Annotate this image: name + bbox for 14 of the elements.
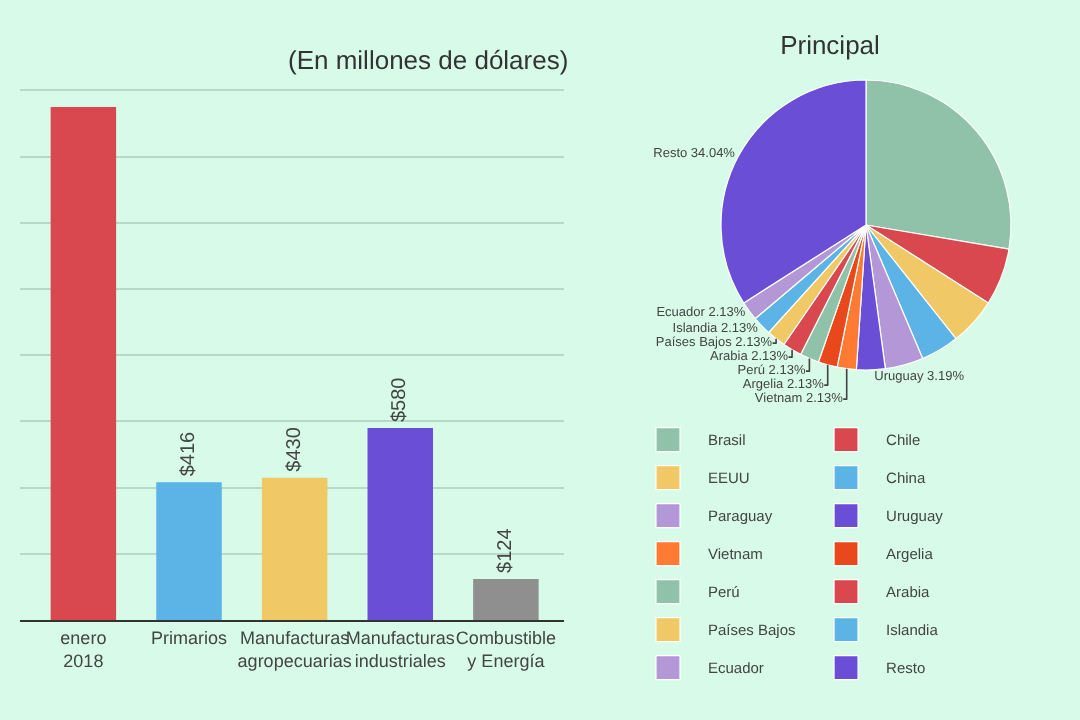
data-label: $580	[389, 376, 412, 423]
bar	[50, 107, 117, 620]
bar	[156, 482, 222, 620]
chart-title: (En millones de dólares)	[288, 44, 569, 75]
x-tick-label: Combustible y Energía	[455, 627, 556, 671]
data-label: $416	[178, 430, 201, 477]
bar	[367, 428, 434, 620]
bar	[473, 578, 539, 620]
data-label: $430	[283, 426, 306, 472]
chart-title: Principal	[780, 30, 881, 61]
bar	[261, 477, 328, 620]
data-label: $124	[494, 527, 517, 573]
x-tick-label: Primarios	[150, 627, 228, 648]
x-tick-label: enero 2018	[60, 627, 107, 671]
